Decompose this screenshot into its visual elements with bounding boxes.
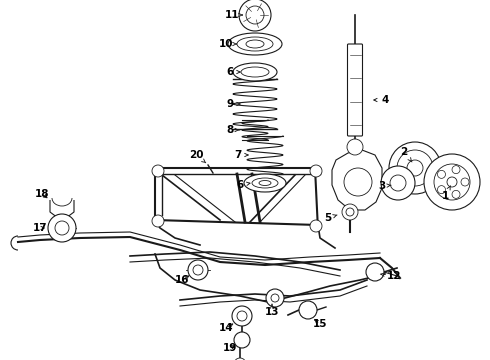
- Text: 15: 15: [313, 319, 327, 329]
- Circle shape: [452, 166, 460, 174]
- Circle shape: [234, 332, 250, 348]
- Circle shape: [246, 6, 264, 24]
- Text: 7: 7: [234, 150, 248, 160]
- Ellipse shape: [259, 180, 271, 185]
- Text: 18: 18: [35, 189, 49, 199]
- Text: 3: 3: [378, 181, 391, 191]
- Circle shape: [461, 178, 469, 186]
- Text: 13: 13: [265, 304, 279, 317]
- Text: 4: 4: [374, 95, 389, 105]
- Circle shape: [237, 311, 247, 321]
- Text: 19: 19: [223, 343, 237, 353]
- Circle shape: [55, 221, 69, 235]
- Circle shape: [310, 165, 322, 177]
- Text: 5: 5: [324, 213, 337, 223]
- Text: 17: 17: [33, 223, 48, 233]
- Circle shape: [193, 265, 203, 275]
- Text: 10: 10: [219, 39, 236, 49]
- Circle shape: [347, 139, 363, 155]
- Text: 14: 14: [219, 323, 233, 333]
- Circle shape: [271, 294, 279, 302]
- Text: 6: 6: [236, 180, 250, 190]
- Circle shape: [424, 154, 480, 210]
- Circle shape: [389, 142, 441, 194]
- Circle shape: [346, 208, 354, 216]
- Circle shape: [434, 164, 470, 200]
- Text: 9: 9: [226, 99, 240, 109]
- Text: 8: 8: [226, 125, 239, 135]
- Circle shape: [299, 301, 317, 319]
- Circle shape: [390, 175, 406, 191]
- Ellipse shape: [228, 33, 282, 55]
- Ellipse shape: [252, 178, 278, 188]
- Circle shape: [266, 289, 284, 307]
- Circle shape: [48, 214, 76, 242]
- Ellipse shape: [246, 40, 264, 48]
- Ellipse shape: [241, 67, 269, 77]
- Text: 6: 6: [226, 67, 240, 77]
- Circle shape: [438, 170, 445, 178]
- Circle shape: [152, 215, 164, 227]
- Text: 12: 12: [381, 271, 401, 281]
- Ellipse shape: [233, 63, 277, 81]
- Circle shape: [234, 358, 246, 360]
- Circle shape: [447, 177, 457, 187]
- Polygon shape: [332, 150, 382, 210]
- Circle shape: [438, 186, 445, 194]
- Circle shape: [310, 220, 322, 232]
- Circle shape: [397, 150, 433, 186]
- Text: 1: 1: [441, 186, 450, 201]
- Circle shape: [344, 168, 372, 196]
- FancyBboxPatch shape: [347, 44, 363, 136]
- Ellipse shape: [237, 37, 273, 51]
- Circle shape: [232, 306, 252, 326]
- Circle shape: [239, 0, 271, 31]
- Circle shape: [152, 165, 164, 177]
- Circle shape: [342, 204, 358, 220]
- Text: 16: 16: [175, 275, 189, 285]
- Circle shape: [452, 190, 460, 198]
- Circle shape: [381, 166, 415, 200]
- Circle shape: [188, 260, 208, 280]
- Circle shape: [407, 160, 423, 176]
- Text: 20: 20: [189, 150, 206, 163]
- Circle shape: [366, 263, 384, 281]
- Text: 11: 11: [225, 10, 242, 20]
- Text: 2: 2: [400, 147, 412, 162]
- Ellipse shape: [244, 174, 286, 192]
